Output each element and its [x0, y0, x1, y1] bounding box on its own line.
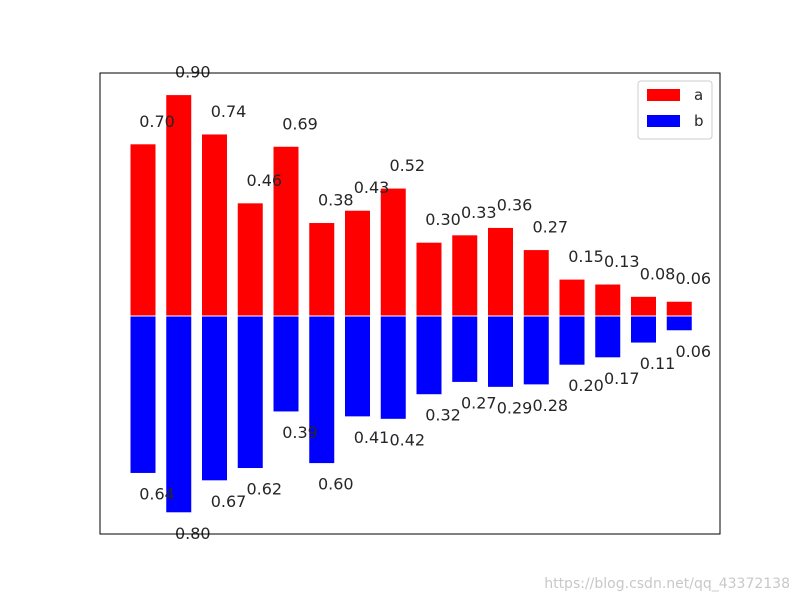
- bar-b-1: [165, 315, 193, 514]
- data-label-b-14: 0.11: [640, 354, 676, 373]
- legend-label-b: b: [694, 112, 704, 130]
- bar-a-2: [201, 133, 228, 317]
- data-label-a-12: 0.15: [568, 247, 604, 266]
- bar-b-4: [272, 315, 300, 413]
- bar-b-3: [236, 315, 264, 470]
- bar-b-7: [379, 315, 407, 420]
- bar-a-14: [630, 295, 657, 317]
- data-label-a-6: 0.43: [354, 178, 390, 197]
- bar-a-5: [308, 222, 336, 317]
- bar-a-11: [522, 249, 550, 317]
- data-label-a-2: 0.74: [211, 102, 247, 121]
- data-label-b-1: 0.80: [175, 524, 211, 543]
- bar-b-12: [558, 315, 586, 366]
- bar-b-2: [201, 315, 228, 482]
- data-label-b-9: 0.27: [461, 393, 497, 412]
- data-label-b-4: 0.39: [282, 423, 318, 442]
- data-label-b-0: 0.64: [139, 484, 175, 503]
- data-label-b-10: 0.29: [497, 398, 533, 417]
- data-label-a-0: 0.70: [139, 112, 175, 131]
- data-label-b-3: 0.62: [246, 480, 282, 499]
- bar-a-15: [665, 300, 693, 317]
- data-label-a-8: 0.30: [425, 210, 461, 229]
- series-a-bars: [129, 94, 693, 317]
- bar-a-6: [344, 209, 371, 317]
- series-b-labels: 0.64 0.800.670.62 0.39 0.60 0.41 0.420.320.27…: [139, 342, 711, 543]
- bar-b-9: [451, 315, 479, 383]
- bar-a-10: [487, 226, 514, 317]
- bar-a-8: [415, 241, 443, 317]
- data-label-b-5: 0.60: [318, 475, 354, 494]
- data-label-b-12: 0.20: [568, 376, 604, 395]
- bar-b-11: [522, 315, 550, 386]
- legend: a b: [637, 80, 713, 140]
- bar-a-0: [129, 143, 157, 317]
- data-label-b-15: 0.06: [675, 342, 711, 361]
- bar-b-5: [308, 315, 336, 465]
- plot-frame: [99, 72, 721, 535]
- bar-a-13: [594, 283, 622, 317]
- bar-a-9: [451, 234, 479, 317]
- data-label-b-2: 0.67: [211, 492, 247, 511]
- data-label-b-8: 0.32: [425, 406, 461, 425]
- bar-b-6: [344, 315, 371, 418]
- data-label-a-7: 0.52: [389, 156, 425, 175]
- bar-a-3: [236, 202, 264, 317]
- data-label-a-5: 0.38: [318, 191, 354, 210]
- series-b-bars: [129, 315, 693, 514]
- data-label-a-3: 0.46: [246, 171, 282, 190]
- bar-b-8: [415, 315, 443, 396]
- bar-a-1: [165, 94, 193, 317]
- data-label-b-7: 0.42: [389, 430, 425, 449]
- series-a-labels: 0.70 0.90 0.74 0.46 0.69 0.380.43 0.52 0.30 0.33…: [139, 63, 711, 289]
- data-label-b-11: 0.28: [532, 396, 568, 415]
- legend-swatch-b: [647, 115, 680, 127]
- watermark-text: https://blog.csdn.net/qq_43372138: [544, 576, 790, 592]
- data-label-a-10: 0.36: [497, 195, 533, 214]
- data-label-a-4: 0.69: [282, 114, 318, 133]
- data-label-b-13: 0.17: [604, 369, 640, 388]
- bar-b-15: [665, 315, 693, 332]
- bar-a-7: [379, 187, 407, 317]
- data-label-a-1: 0.90: [175, 63, 211, 82]
- data-label-a-11: 0.27: [532, 218, 568, 237]
- bar-b-10: [487, 315, 514, 388]
- bar-b-14: [630, 315, 657, 344]
- bar-b-0: [129, 315, 157, 474]
- bar-b-13: [594, 315, 622, 359]
- legend-label-a: a: [694, 86, 703, 104]
- data-label-a-9: 0.33: [461, 203, 497, 222]
- data-label-a-15: 0.06: [675, 269, 711, 288]
- data-label-a-13: 0.13: [604, 252, 640, 271]
- data-label-b-6: 0.41: [354, 428, 390, 447]
- bar-a-12: [558, 278, 586, 317]
- data-label-a-14: 0.08: [640, 264, 676, 283]
- legend-swatch-a: [647, 89, 680, 101]
